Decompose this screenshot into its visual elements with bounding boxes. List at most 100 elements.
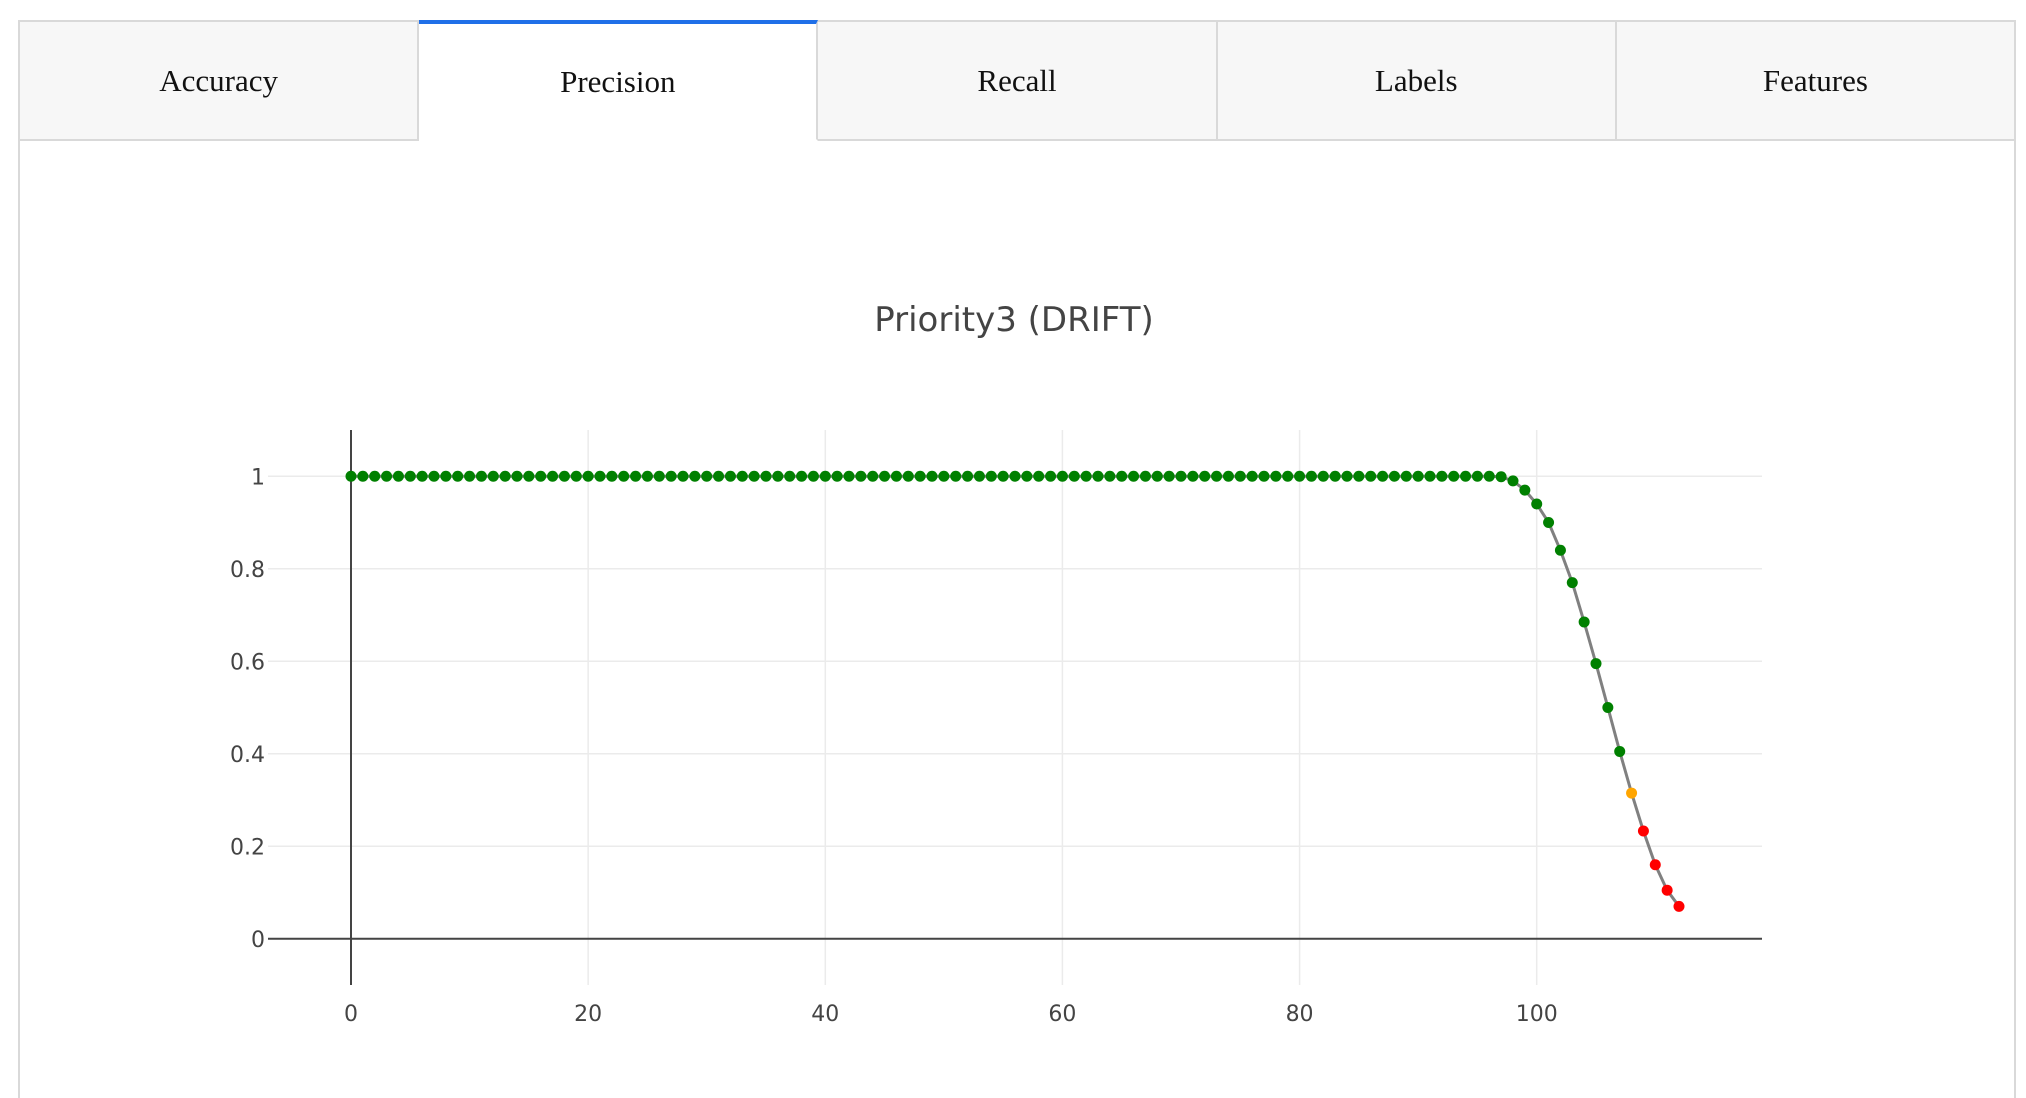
- data-point-ok: [997, 470, 1009, 482]
- data-point-ok: [1353, 470, 1365, 482]
- series-line-layer: [351, 474, 1681, 908]
- data-point-ok: [440, 470, 452, 482]
- x-tick-label: 80: [1286, 1002, 1314, 1027]
- tab-features[interactable]: Features: [1616, 20, 2015, 141]
- data-point-ok: [1329, 470, 1341, 482]
- data-point-ok: [487, 470, 499, 482]
- x-tick-label: 0: [344, 1002, 358, 1027]
- data-point-ok: [1258, 470, 1270, 482]
- data-point-ok: [1139, 470, 1151, 482]
- data-point-ok: [1388, 470, 1400, 482]
- data-point-ok: [760, 470, 772, 482]
- tab-bar: Accuracy Precision Recall Labels Feature…: [20, 20, 2015, 141]
- data-point-ok: [985, 470, 997, 482]
- data-point-ok: [1519, 484, 1531, 496]
- data-point-ok: [807, 470, 819, 482]
- data-point-ok: [1317, 470, 1329, 482]
- x-tick-label: 100: [1516, 1002, 1558, 1027]
- tab-precision[interactable]: Precision: [419, 20, 819, 141]
- data-point-ok: [1045, 470, 1057, 482]
- data-point-ok: [630, 470, 642, 482]
- chart-title: Priority3 (DRIFT): [874, 300, 1154, 340]
- data-point-ok: [1092, 470, 1104, 482]
- tab-labels[interactable]: Labels: [1217, 20, 1617, 141]
- data-point-ok: [784, 470, 796, 482]
- data-point-ok: [1270, 470, 1282, 482]
- data-point-ok: [689, 470, 701, 482]
- data-point-ok: [1068, 470, 1080, 482]
- data-point-warning: [1626, 787, 1638, 799]
- data-point-ok: [392, 470, 404, 482]
- data-point-ok: [1614, 745, 1626, 757]
- data-point-ok: [772, 470, 784, 482]
- data-point-ok: [1531, 498, 1543, 510]
- data-point-ok: [1199, 470, 1211, 482]
- data-point-ok: [452, 470, 464, 482]
- data-point-ok: [1436, 470, 1448, 482]
- data-point-ok: [1282, 470, 1294, 482]
- data-point-ok: [1222, 470, 1234, 482]
- data-point-ok: [1377, 470, 1389, 482]
- data-point-ok: [464, 470, 476, 482]
- data-point-ok: [1246, 470, 1258, 482]
- data-point-ok: [1234, 470, 1246, 482]
- data-point-ok: [1602, 702, 1614, 713]
- x-tick-label: 20: [574, 1002, 602, 1027]
- data-point-ok: [926, 470, 938, 482]
- data-point-ok: [796, 470, 808, 482]
- data-point-ok: [606, 470, 618, 482]
- grid-layer: [268, 430, 1762, 985]
- y-tick-label: 0: [251, 928, 265, 953]
- data-point-ok: [1305, 470, 1317, 482]
- data-point-ok: [819, 470, 831, 482]
- data-point-ok: [748, 470, 760, 482]
- data-point-ok: [381, 470, 393, 482]
- data-point-ok: [1294, 470, 1306, 482]
- data-point-ok: [843, 470, 855, 482]
- y-tick-label: 1: [251, 465, 265, 490]
- data-point-ok: [1104, 470, 1116, 482]
- data-point-ok: [950, 470, 962, 482]
- data-point-ok: [357, 470, 369, 482]
- data-point-ok: [1080, 470, 1092, 482]
- data-point-ok: [1033, 470, 1045, 482]
- data-point-ok: [1566, 577, 1578, 589]
- tab-label: Labels: [1374, 62, 1458, 98]
- data-point-ok: [879, 470, 891, 482]
- data-point-ok: [558, 470, 570, 482]
- data-point-ok: [1175, 470, 1187, 482]
- data-point-ok: [511, 470, 523, 482]
- data-point-ok: [1151, 470, 1163, 482]
- data-point-ok: [677, 470, 689, 482]
- tab-recall[interactable]: Recall: [818, 20, 1218, 141]
- data-point-ok: [1483, 470, 1495, 482]
- data-point-ok: [665, 470, 677, 482]
- data-point-ok: [701, 470, 713, 482]
- series-line: [351, 474, 1681, 908]
- data-point-ok: [724, 470, 736, 482]
- data-point-alert: [1649, 859, 1661, 871]
- data-point-ok: [618, 470, 630, 482]
- data-point-alert: [1673, 900, 1685, 912]
- tab-label: Recall: [977, 62, 1057, 98]
- data-point-ok: [914, 470, 926, 482]
- data-point-ok: [1507, 475, 1519, 487]
- data-point-ok: [1554, 544, 1566, 556]
- tab-accuracy[interactable]: Accuracy: [20, 20, 420, 141]
- data-point-ok: [594, 470, 606, 482]
- y-tick-label: 0.8: [230, 558, 265, 583]
- axis-layer: 0 20 40 60 80 100 0 0.2 0.4 0.6 0.8 1: [230, 430, 1762, 1027]
- data-point-ok: [1590, 658, 1602, 670]
- data-point-alert: [1661, 884, 1673, 896]
- data-point-ok: [1471, 470, 1483, 482]
- data-point-ok: [641, 470, 653, 482]
- data-point-ok: [938, 470, 950, 482]
- data-point-ok: [1009, 470, 1021, 482]
- data-point-ok: [902, 470, 914, 482]
- data-point-ok: [1128, 470, 1140, 482]
- y-tick-label: 0.2: [230, 835, 265, 860]
- data-point-ok: [523, 470, 535, 482]
- data-point-ok: [475, 470, 487, 482]
- data-point-ok: [416, 470, 428, 482]
